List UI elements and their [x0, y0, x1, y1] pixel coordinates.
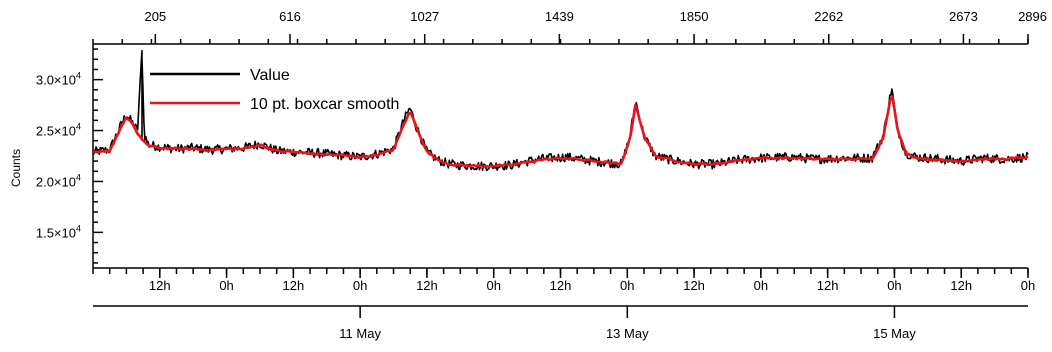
top-tick-label: 1439: [545, 9, 574, 24]
hour-tick-label: 0h: [486, 278, 500, 293]
y-tick-label: 3.0×104: [36, 71, 81, 88]
hour-tick-label: 0h: [887, 278, 901, 293]
date-axis: 11 May 13 May 15 May: [93, 305, 1028, 341]
hour-tick-label: 0h: [219, 278, 233, 293]
y-tick-label: 1.5×104: [36, 223, 81, 240]
hour-tick-label: 12h: [683, 278, 705, 293]
hour-tick-label: 0h: [754, 278, 768, 293]
date-tick-label: 11 May: [339, 326, 381, 341]
hour-tick-label: 0h: [620, 278, 634, 293]
series-line-value: [92, 50, 1029, 172]
plot-area: [92, 50, 1029, 172]
hour-tick-label: 0h: [1021, 278, 1035, 293]
date-tick-label: 13 May: [606, 326, 649, 341]
legend-label-value: Value: [250, 67, 290, 84]
hour-tick-label: 12h: [550, 278, 572, 293]
top-tick-label: 1027: [410, 9, 439, 24]
hour-tick-label: 12h: [149, 278, 171, 293]
date-tick-label: 15 May: [873, 326, 916, 341]
y-tick-exponent: 4: [76, 223, 81, 233]
y-axis-label: Counts: [9, 149, 23, 187]
hour-tick-label: 12h: [817, 278, 839, 293]
legend: Value 10 pt. boxcar smooth: [150, 67, 399, 113]
hour-tick-label: 12h: [416, 278, 438, 293]
hour-tick-label: 0h: [353, 278, 367, 293]
hour-tick-label: 12h: [283, 278, 305, 293]
hour-tick-label: 12h: [950, 278, 972, 293]
y-tick-label: 2.0×104: [36, 172, 81, 189]
y-tick-exponent: 4: [76, 172, 81, 182]
top-tick-label: 2896: [1018, 9, 1047, 24]
top-tick-label: 2262: [814, 9, 843, 24]
counts-axis: 1.5×104 2.0×104 2.5×104 3.0×104: [36, 44, 103, 268]
y-tick-exponent: 4: [76, 122, 81, 132]
top-index-axis: 205 616 1027 1439 1850 2262 2673 2896: [92, 9, 1047, 45]
top-tick-label: 616: [279, 9, 301, 24]
top-tick-label: 2673: [949, 9, 978, 24]
legend-label-smooth: 10 pt. boxcar smooth: [250, 96, 399, 113]
series-line-smooth: [92, 95, 1029, 169]
y-tick-exponent: 4: [76, 71, 81, 81]
top-tick-label: 205: [144, 9, 166, 24]
top-tick-label: 1850: [680, 9, 709, 24]
y-tick-label: 2.5×104: [36, 122, 81, 139]
hour-axis: 12h 0h 12h 0h 12h 0h 12h 0h 12h 0h 12h 0h 12h 0h: [92, 267, 1035, 293]
